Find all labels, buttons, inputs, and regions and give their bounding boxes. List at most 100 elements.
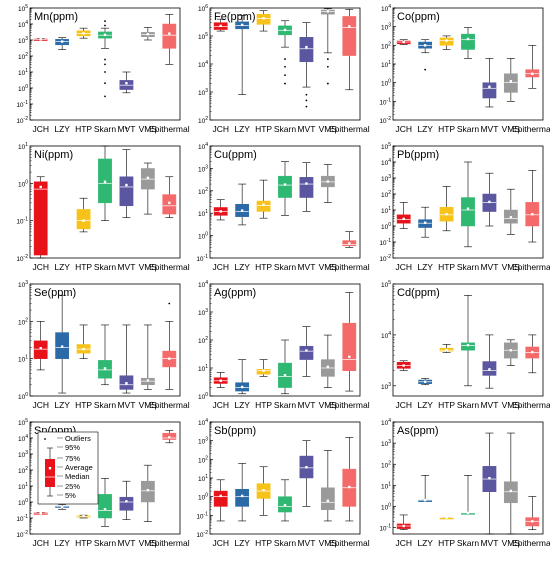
y-tick-label: 10-1: [196, 511, 208, 520]
mean-marker: [466, 343, 470, 347]
y-tick-label: 101: [198, 474, 208, 483]
x-tick-label-skarn: Skarn: [457, 262, 479, 272]
mean-marker: [240, 23, 244, 27]
mean-marker: [283, 28, 287, 32]
iqr-box: [76, 209, 91, 230]
y-tick-label: 103: [18, 280, 28, 289]
panel-co: Co(ppm) 10-2 10-1 100 101 102 103 104 JCH LZY HTP S…: [379, 4, 550, 134]
box-lzy: [55, 37, 70, 50]
box-mvt: [482, 58, 497, 108]
outlier-point: [104, 63, 106, 66]
box-jch: [33, 176, 48, 259]
y-tick-label: 104: [18, 434, 28, 443]
box-vms: [503, 188, 518, 235]
x-tick-label-lzy: LZY: [417, 400, 433, 410]
mean-marker: [488, 476, 491, 480]
y-tick-label: 105: [18, 418, 28, 427]
x-tick-label-htp: HTP: [255, 538, 272, 548]
outlier-point: [326, 58, 329, 60]
mean-marker: [531, 72, 534, 75]
box-htp: [439, 344, 454, 353]
y-tick-label: 104: [198, 418, 208, 427]
iqr-box: [299, 37, 314, 63]
x-tick-label-htp: HTP: [75, 400, 92, 410]
box-vms: [140, 324, 155, 390]
mean-marker: [39, 38, 42, 41]
y-tick-label: 105: [198, 32, 208, 41]
box-htp: [439, 35, 454, 50]
x-tick-label-jch: JCH: [212, 400, 229, 410]
outlier-point: [104, 24, 106, 27]
panel-title: Co(ppm): [397, 11, 440, 23]
panel-cu: Cu(ppm) 10-1 100 101 102 103 104 JCH LZY HTP Skarn…: [196, 142, 369, 272]
x-tick-label-mvt: MVT: [480, 538, 498, 548]
x-tick-label-vms: VMS: [319, 262, 338, 272]
legend-label-p95: 95%: [65, 443, 80, 452]
mean-marker: [509, 349, 513, 352]
panel-title: Fe(ppm): [214, 11, 256, 23]
mean-marker: [60, 40, 64, 43]
box-lzy: [55, 294, 70, 394]
outlier-point: [104, 95, 106, 98]
mean-marker: [509, 489, 513, 493]
box-lzy: [418, 475, 433, 502]
x-tick-label-lzy: LZY: [54, 124, 70, 134]
box-htp: [76, 514, 91, 519]
mean-marker: [82, 347, 85, 351]
iqr-box: [256, 200, 271, 212]
box-jch: [33, 38, 48, 41]
plot-frame: [209, 145, 361, 259]
y-tick-label: 101: [18, 482, 28, 491]
mean-marker: [531, 350, 534, 354]
plot-frame: [392, 7, 544, 121]
mean-marker: [146, 176, 150, 180]
x-tick-label-jch: JCH: [395, 400, 412, 410]
y-tick-label: 100: [198, 232, 208, 241]
x-tick-label-lzy: LZY: [417, 538, 433, 548]
x-tick-label-htp: HTP: [255, 124, 272, 134]
y-tick-label: 102: [198, 187, 208, 196]
iqr-box: [162, 23, 177, 49]
plot-frame: [29, 283, 181, 397]
outlier-point: [305, 93, 308, 96]
box-lzy: [55, 504, 70, 510]
x-tick-label-mvt: MVT: [117, 262, 135, 272]
x-tick-label-jch: JCH: [32, 538, 49, 548]
box-jch: [213, 479, 228, 522]
box-epithermal: [525, 170, 540, 243]
outlier-point: [424, 68, 427, 71]
box-mvt: [299, 326, 314, 377]
iqr-box: [461, 33, 475, 50]
box-epithermal: [342, 437, 357, 522]
mean-marker: [466, 511, 470, 515]
box-mvt: [299, 162, 314, 212]
box-htp: [76, 324, 91, 359]
x-tick-label-lzy: LZY: [234, 124, 250, 134]
x-tick-label-lzy: LZY: [234, 538, 250, 548]
mean-marker: [488, 200, 491, 204]
x-tick-label-skarn: Skarn: [457, 538, 479, 548]
box-vms: [140, 27, 155, 41]
box-vms: [503, 339, 518, 366]
y-tick-label: 100: [381, 222, 391, 231]
mean-marker: [402, 524, 405, 528]
box-skarn: [278, 20, 292, 85]
mean-marker: [348, 485, 351, 489]
x-tick-label-mvt: MVT: [297, 400, 315, 410]
iqr-box: [119, 496, 134, 511]
x-tick-label-jch: JCH: [212, 124, 229, 134]
box-jch: [396, 39, 411, 45]
box-htp: [439, 516, 454, 520]
box-epithermal: [162, 14, 177, 65]
iqr-box: [213, 490, 228, 507]
y-tick-label: 102: [198, 116, 208, 125]
y-tick-label: 103: [18, 450, 28, 459]
box-htp: [256, 466, 271, 516]
box-htp: [256, 10, 271, 32]
mean-marker: [82, 514, 85, 518]
box-htp: [256, 359, 271, 377]
outlier-point: [284, 65, 286, 68]
x-tick-label-epithermal: Epithermal: [329, 262, 370, 272]
y-tick-label: 104: [198, 142, 208, 151]
